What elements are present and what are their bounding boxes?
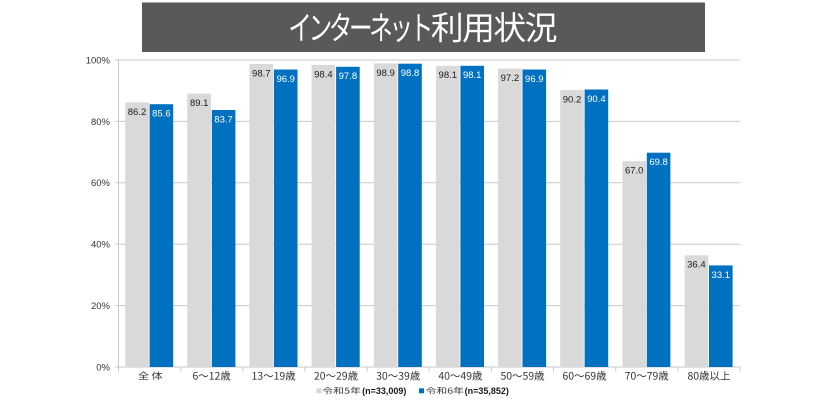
svg-text:90.4: 90.4: [587, 94, 606, 105]
svg-text:86.2: 86.2: [128, 107, 147, 118]
svg-text:100%: 100%: [86, 55, 111, 66]
svg-text:60%: 60%: [91, 178, 111, 189]
svg-text:20%: 20%: [91, 301, 111, 312]
svg-text:0%: 0%: [96, 362, 110, 373]
svg-text:(n=33,009): (n=33,009): [362, 386, 406, 396]
svg-text:98.9: 98.9: [376, 68, 395, 79]
svg-text:98.7: 98.7: [252, 68, 271, 79]
svg-text:90.2: 90.2: [563, 95, 582, 106]
svg-text:40%: 40%: [91, 240, 111, 251]
svg-text:69.8: 69.8: [649, 157, 668, 168]
svg-text:98.1: 98.1: [463, 70, 482, 81]
svg-text:(n=35,852): (n=35,852): [465, 386, 509, 396]
svg-text:85.6: 85.6: [152, 109, 171, 120]
svg-text:98.1: 98.1: [439, 70, 458, 81]
svg-text:67.0: 67.0: [625, 166, 644, 177]
svg-text:36.4: 36.4: [687, 260, 706, 271]
svg-text:98.8: 98.8: [401, 68, 420, 79]
svg-text:97.2: 97.2: [501, 73, 520, 84]
svg-text:33.1: 33.1: [712, 270, 731, 281]
svg-text:80%: 80%: [91, 117, 111, 128]
svg-text:97.8: 97.8: [339, 71, 358, 82]
svg-text:89.1: 89.1: [190, 98, 209, 109]
svg-text:96.9: 96.9: [276, 74, 295, 85]
svg-text:96.9: 96.9: [525, 74, 544, 85]
svg-text:83.7: 83.7: [214, 114, 233, 125]
svg-text:98.4: 98.4: [314, 69, 333, 80]
